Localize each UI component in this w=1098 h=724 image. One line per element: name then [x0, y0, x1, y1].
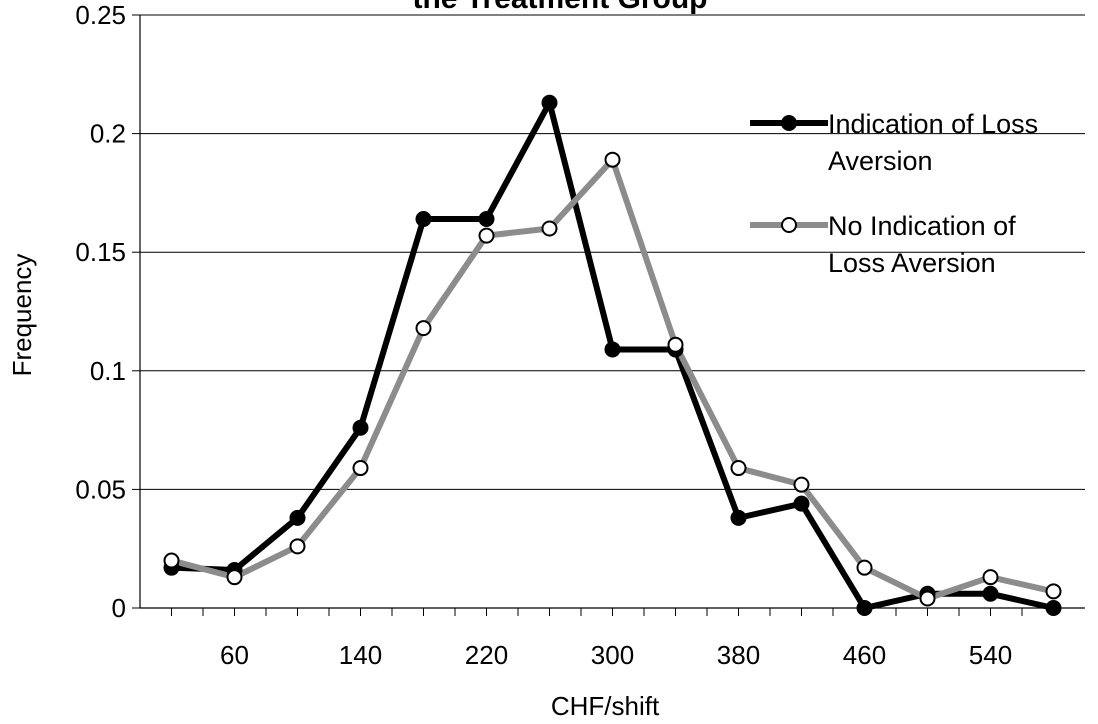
data-point	[982, 585, 999, 602]
axes	[139, 15, 1085, 609]
legend-label: No Indication of	[828, 211, 1016, 241]
y-tick-label: 0	[112, 593, 126, 623]
x-tick-label: 460	[843, 640, 886, 670]
data-point	[415, 210, 432, 227]
x-tick-label: 140	[339, 640, 382, 670]
data-point	[478, 210, 495, 227]
x-tick-label: 540	[969, 640, 1012, 670]
data-point	[667, 336, 684, 353]
data-point	[289, 509, 306, 526]
data-point	[982, 569, 999, 586]
data-point	[730, 509, 747, 526]
x-axis-ticks: 60 140 220 300 380 460 540	[171, 608, 1054, 670]
data-point	[163, 552, 180, 569]
series-layer	[163, 94, 1062, 616]
data-point	[289, 538, 306, 555]
x-tick-label: 300	[591, 640, 634, 670]
data-point	[793, 476, 810, 493]
gridlines	[140, 14, 1085, 490]
data-point	[856, 559, 873, 576]
data-point	[856, 600, 873, 616]
data-point	[1045, 583, 1062, 600]
data-point	[1045, 600, 1062, 616]
data-point	[478, 227, 495, 244]
legend-label: Aversion	[828, 146, 933, 176]
legend-label: Indication of Loss	[828, 109, 1038, 139]
y-tick-label: 0.2	[90, 119, 126, 149]
data-point	[604, 341, 621, 358]
x-axis-label: CHF/shift	[551, 691, 660, 721]
data-point	[541, 94, 558, 111]
data-point	[352, 460, 369, 477]
data-point	[793, 495, 810, 512]
data-point	[415, 320, 432, 337]
y-axis-ticks: 0 0.05 0.1 0.15 0.2 0.25	[75, 0, 140, 623]
y-tick-label: 0.1	[90, 356, 126, 386]
chart-title: the Treatment Group	[412, 0, 707, 15]
legend-label: Loss Aversion	[828, 248, 996, 278]
x-tick-label: 60	[220, 640, 249, 670]
y-axis-label: Frequency	[7, 254, 37, 377]
data-point	[919, 590, 936, 607]
data-point	[541, 220, 558, 237]
data-point	[730, 460, 747, 477]
legend-swatch-marker	[781, 115, 797, 131]
data-point	[226, 569, 243, 586]
data-point	[352, 419, 369, 436]
legend-swatch-marker	[781, 217, 797, 233]
data-point	[604, 151, 621, 168]
x-tick-label: 220	[465, 640, 508, 670]
x-tick-label: 380	[717, 640, 760, 670]
y-tick-label: 0.05	[75, 474, 126, 504]
y-tick-label: 0.25	[75, 0, 126, 30]
y-tick-label: 0.15	[75, 237, 126, 267]
legend: Indication of Loss Aversion No Indication …	[750, 109, 1038, 278]
